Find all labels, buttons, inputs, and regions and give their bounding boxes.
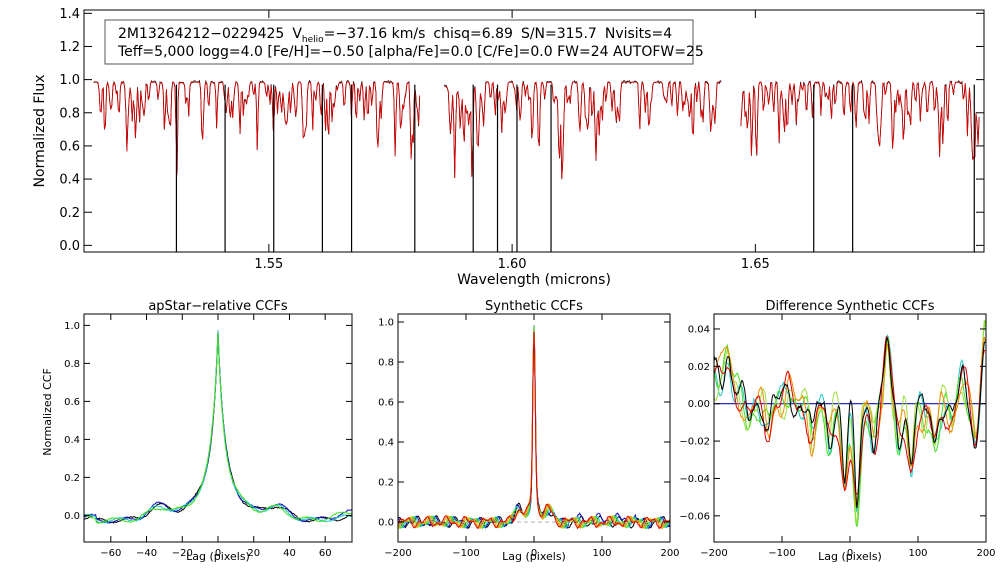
spectrum-lines [93,79,980,252]
x-tick-label: 60 [319,548,332,559]
x-tick-label: 1.65 [741,257,770,272]
x-tick-label: −200 [700,548,727,559]
ccf-difference-xlabel: Lag (pixels) [818,550,882,563]
x-tick-label: 20 [247,548,260,559]
ccf-difference-series-visit6 [713,337,986,509]
ccf-difference-lines [713,319,986,527]
ccf-apstar-axes: −60 −40 −20 0 20 40 60 0.0 0.2 0.4 0.6 0.8 1.0 [64,314,352,559]
y-tick-label: 1.0 [64,321,80,332]
ccf-apstar-title: apStar−relative CCFs [148,299,288,314]
ccf-apstar-xlabel: Lag (pixels) [186,550,250,563]
x-tick-label: 40 [283,548,296,559]
y-tick-label: 0.8 [59,106,80,121]
ccf-apstar-lines [83,330,353,524]
x-tick-label: 1.55 [254,257,283,272]
y-tick-label: 0.6 [64,397,80,408]
spectrum-panel: 1.55 1.60 1.65 0.0 0.2 0.4 0.6 0.8 1.0 1.2 1.4 2M1… [32,7,985,288]
y-tick-label: 0.4 [64,435,80,446]
model-spectrum-segment-2 [443,81,722,179]
ccf-difference-series-visit4 [713,336,986,507]
ccf-synthetic-axes: −200 −100 0 100 200 0.0 0.2 0.4 0.6 0.8 1.0 [378,314,680,559]
x-tick-label: 200 [976,548,995,559]
ccf-difference-axes: −200 −100 0 100 200 −0.06 −0.04 −0.02 0.00 0.02 0.… [679,314,996,559]
y-tick-label: 1.4 [59,7,80,22]
spectrum-frame [83,9,985,253]
x-tick-label: 0 [847,548,853,559]
y-tick-label: −0.02 [679,437,710,448]
y-tick-label: 0.0 [59,239,80,254]
ccf-synthetic-xlabel: Lag (pixels) [502,550,566,563]
info-box [104,19,694,65]
ccf-apstar-ylabel: Normalized CCF [41,368,54,456]
x-tick-label: 100 [592,548,611,559]
y-tick-label: 0.8 [378,358,394,369]
ccf-synthetic-series-visit5 [397,329,671,530]
x-tick-label: 0 [531,548,537,559]
y-tick-label: 0.4 [59,173,80,188]
ccf-difference-title: Difference Synthetic CCFs [765,299,934,314]
ccf-apstar-series-visit4 [83,332,353,524]
info-line-2: Teff=5,000 logg=4.0 [Fe/H]=−0.50 [alpha/… [117,44,704,60]
x-tick-label: −60 [100,548,121,559]
y-tick-label: 0.2 [64,473,80,484]
y-tick-label: 0.0 [378,518,394,529]
x-tick-label: −200 [384,548,411,559]
ccf-apstar-series-visit2 [83,330,353,524]
x-tick-label: 100 [908,548,927,559]
x-tick-label: −100 [452,548,479,559]
spectrum-xlabel: Wavelength (microns) [457,272,611,288]
y-tick-label: 0.2 [59,206,80,221]
info-line-1: 2M13264212−0229425 Vhelio=−37.16 km/s chis… [118,26,672,45]
x-tick-label: 200 [660,548,679,559]
x-tick-label: −40 [136,548,157,559]
ccf-apstar-series-visit3 [83,331,353,524]
y-tick-label: 0.6 [59,139,80,154]
y-tick-label: 0.6 [378,398,394,409]
ccf-difference-series-visit2 [713,320,986,527]
y-tick-label: 0.2 [378,478,394,489]
y-tick-label: 0.4 [378,438,394,449]
y-tick-label: 0.0 [64,511,80,522]
x-tick-label: −20 [172,548,193,559]
y-tick-label: 0.02 [688,362,710,373]
y-tick-label: 0.8 [64,359,80,370]
x-tick-label: 0 [215,548,221,559]
model-spectrum-segment-3 [740,80,980,160]
ccf-panel-apstar: −60 −40 −20 0 20 40 60 0.0 0.2 0.4 0.6 0.8 1.0 apSta… [41,299,353,563]
x-tick-label: 1.60 [498,257,527,272]
y-tick-label: 1.2 [59,40,80,55]
ccf-difference-series-visit5 [713,335,986,495]
model-spectrum-segment-1 [93,80,421,175]
y-tick-label: −0.06 [679,511,710,522]
spectrum-ylabel: Normalized Flux [32,75,48,188]
ccf-synthetic-lines [397,325,671,530]
y-tick-label: 0.04 [688,324,710,335]
x-tick-label: −100 [768,548,795,559]
ccf-panel-difference: −200 −100 0 100 200 −0.06 −0.04 −0.02 0.00 0.02 0.… [679,299,995,563]
spectrum-axes: 1.55 1.60 1.65 0.0 0.2 0.4 0.6 0.8 1.0 1.2 1.4 [59,7,984,272]
y-tick-label: 1.0 [378,318,394,329]
y-tick-label: 1.0 [59,73,80,88]
ccf-synthetic-title: Synthetic CCFs [485,299,583,314]
ccf-synthetic-series-visit7 [397,331,671,530]
ccf-panel-synthetic: −200 −100 0 100 200 0.0 0.2 0.4 0.6 0.8 1.0 Synthe… [378,299,679,563]
y-tick-label: −0.04 [679,474,710,485]
y-tick-label: 0.00 [688,399,710,410]
